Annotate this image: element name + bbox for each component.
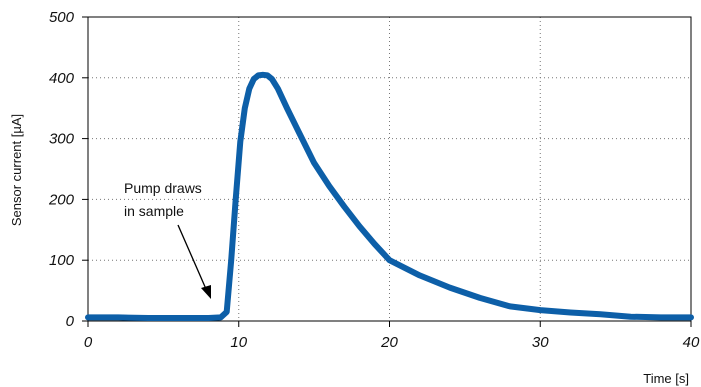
annotation-line-1: Pump draws bbox=[124, 180, 202, 196]
x-tick-label: 20 bbox=[380, 334, 398, 351]
y-tick-label: 500 bbox=[49, 9, 75, 26]
x-tick-label: 10 bbox=[230, 334, 247, 351]
x-tick-label: 0 bbox=[84, 334, 93, 351]
y-tick-label: 300 bbox=[49, 131, 75, 148]
y-tick-label: 0 bbox=[66, 313, 75, 330]
annotation: Pump draws in sample bbox=[124, 180, 211, 299]
x-tick-label: 30 bbox=[532, 334, 549, 351]
annotation-arrow-shaft bbox=[177, 224, 207, 290]
y-axis-ticks: 0 100 200 300 400 500 bbox=[48, 9, 88, 330]
y-axis-title: Sensor current [µA] bbox=[9, 114, 24, 226]
series-line bbox=[85, 71, 694, 321]
x-tick-label: 40 bbox=[683, 334, 700, 351]
y-tick-label: 400 bbox=[49, 70, 75, 87]
y-tick-label: 200 bbox=[48, 191, 75, 208]
annotation-arrow-head bbox=[201, 285, 211, 299]
annotation-line-2: in sample bbox=[124, 203, 184, 219]
grid-lines bbox=[88, 17, 691, 321]
x-axis-title: Time [s] bbox=[643, 371, 689, 386]
y-tick-label: 100 bbox=[49, 252, 75, 269]
x-axis-ticks: 0 10 20 30 40 bbox=[84, 321, 700, 351]
